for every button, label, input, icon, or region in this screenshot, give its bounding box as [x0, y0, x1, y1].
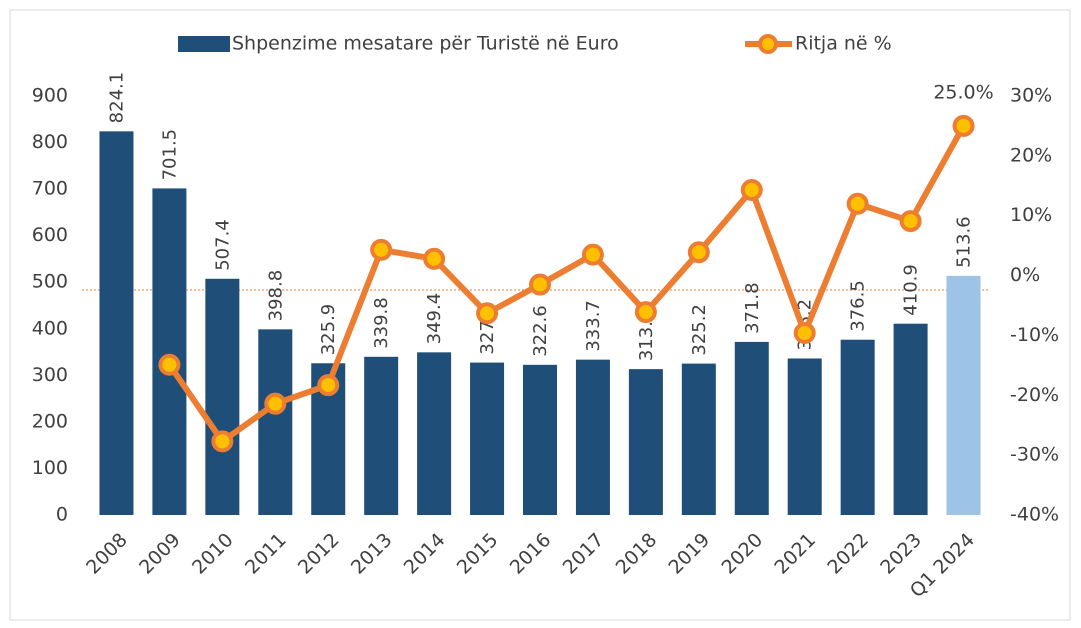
- bar: [152, 188, 187, 515]
- y2-tick-label: -40%: [1010, 504, 1059, 526]
- bar-value-label: 701.5: [159, 129, 180, 181]
- bar-value-label: 376.5: [848, 280, 869, 332]
- line-marker: [423, 247, 446, 270]
- bar: [364, 356, 399, 515]
- y2-tick-label: 0%: [1010, 264, 1040, 286]
- bar: [840, 339, 875, 515]
- line-marker: [740, 178, 763, 201]
- line-marker: [317, 374, 340, 397]
- bar: [523, 364, 557, 515]
- line-marker: [634, 301, 657, 324]
- bar-value-label: 339.8: [371, 297, 392, 349]
- y2-tick-label: 10%: [1010, 204, 1052, 226]
- line: [166, 124, 967, 445]
- legend-label: Ritja në %: [795, 33, 892, 55]
- line-value-label: 25.0%: [933, 81, 993, 103]
- line-marker: [687, 241, 710, 264]
- bar-value-label: 325.9: [318, 304, 339, 356]
- line-marker: [264, 392, 287, 415]
- line-marker: [793, 322, 816, 345]
- legend-marker: [758, 34, 778, 54]
- y-tick-label: 600: [32, 224, 68, 246]
- line-marker: [370, 238, 393, 261]
- bar: [417, 352, 452, 515]
- bar: [946, 275, 981, 515]
- bar-value-label: 824.1: [106, 72, 127, 124]
- line-marker: [899, 210, 922, 233]
- y-tick-label: 200: [32, 410, 68, 432]
- bar: [628, 369, 663, 515]
- legend-swatch: [178, 36, 230, 52]
- chart-border: [9, 9, 1071, 621]
- line-marker: [211, 430, 234, 453]
- bar: [787, 358, 822, 515]
- y2-tick-label: 20%: [1010, 144, 1052, 166]
- y-tick-label: 300: [32, 364, 68, 386]
- line-marker: [158, 353, 181, 376]
- bar-value-label: 322.6: [530, 305, 551, 357]
- bar: [205, 278, 240, 515]
- bar: [258, 329, 293, 515]
- bar: [470, 362, 505, 515]
- bar: [681, 363, 716, 515]
- line-marker: [846, 192, 869, 215]
- bar: [575, 359, 610, 515]
- line-marker: [581, 243, 604, 266]
- bar-value-label: 513.6: [954, 216, 975, 268]
- y-tick-label: 100: [32, 457, 68, 479]
- line-marker: [952, 114, 975, 137]
- line-marker: [476, 302, 499, 325]
- bar-value-label: 398.8: [265, 270, 286, 322]
- y-tick-label: 800: [32, 131, 68, 153]
- y2-tick-label: -10%: [1010, 324, 1059, 346]
- bar-value-label: 410.9: [901, 264, 922, 316]
- y2-tick-label: -20%: [1010, 384, 1059, 406]
- y-tick-label: 700: [32, 178, 68, 200]
- bar-value-label: 371.8: [742, 282, 763, 334]
- legend-label: Shpenzime mesatare për Turistë në Euro: [232, 33, 619, 55]
- bar-value-label: 333.7: [583, 300, 604, 352]
- bar-value-label: 349.4: [424, 293, 445, 345]
- bar: [734, 341, 769, 515]
- bar: [99, 131, 134, 515]
- line-marker: [529, 273, 551, 296]
- y-tick-label: 0: [56, 504, 68, 526]
- bar-value-label: 313.3: [636, 310, 657, 362]
- y-tick-label: 500: [32, 271, 68, 293]
- y2-tick-label: -30%: [1010, 444, 1059, 466]
- y2-tick-label: 30%: [1010, 85, 1052, 107]
- y-tick-label: 900: [32, 85, 68, 107]
- bar-value-label: 325.2: [689, 304, 710, 356]
- bar: [893, 323, 928, 515]
- y-tick-label: 400: [32, 317, 68, 339]
- bar-value-label: 507.4: [212, 219, 233, 271]
